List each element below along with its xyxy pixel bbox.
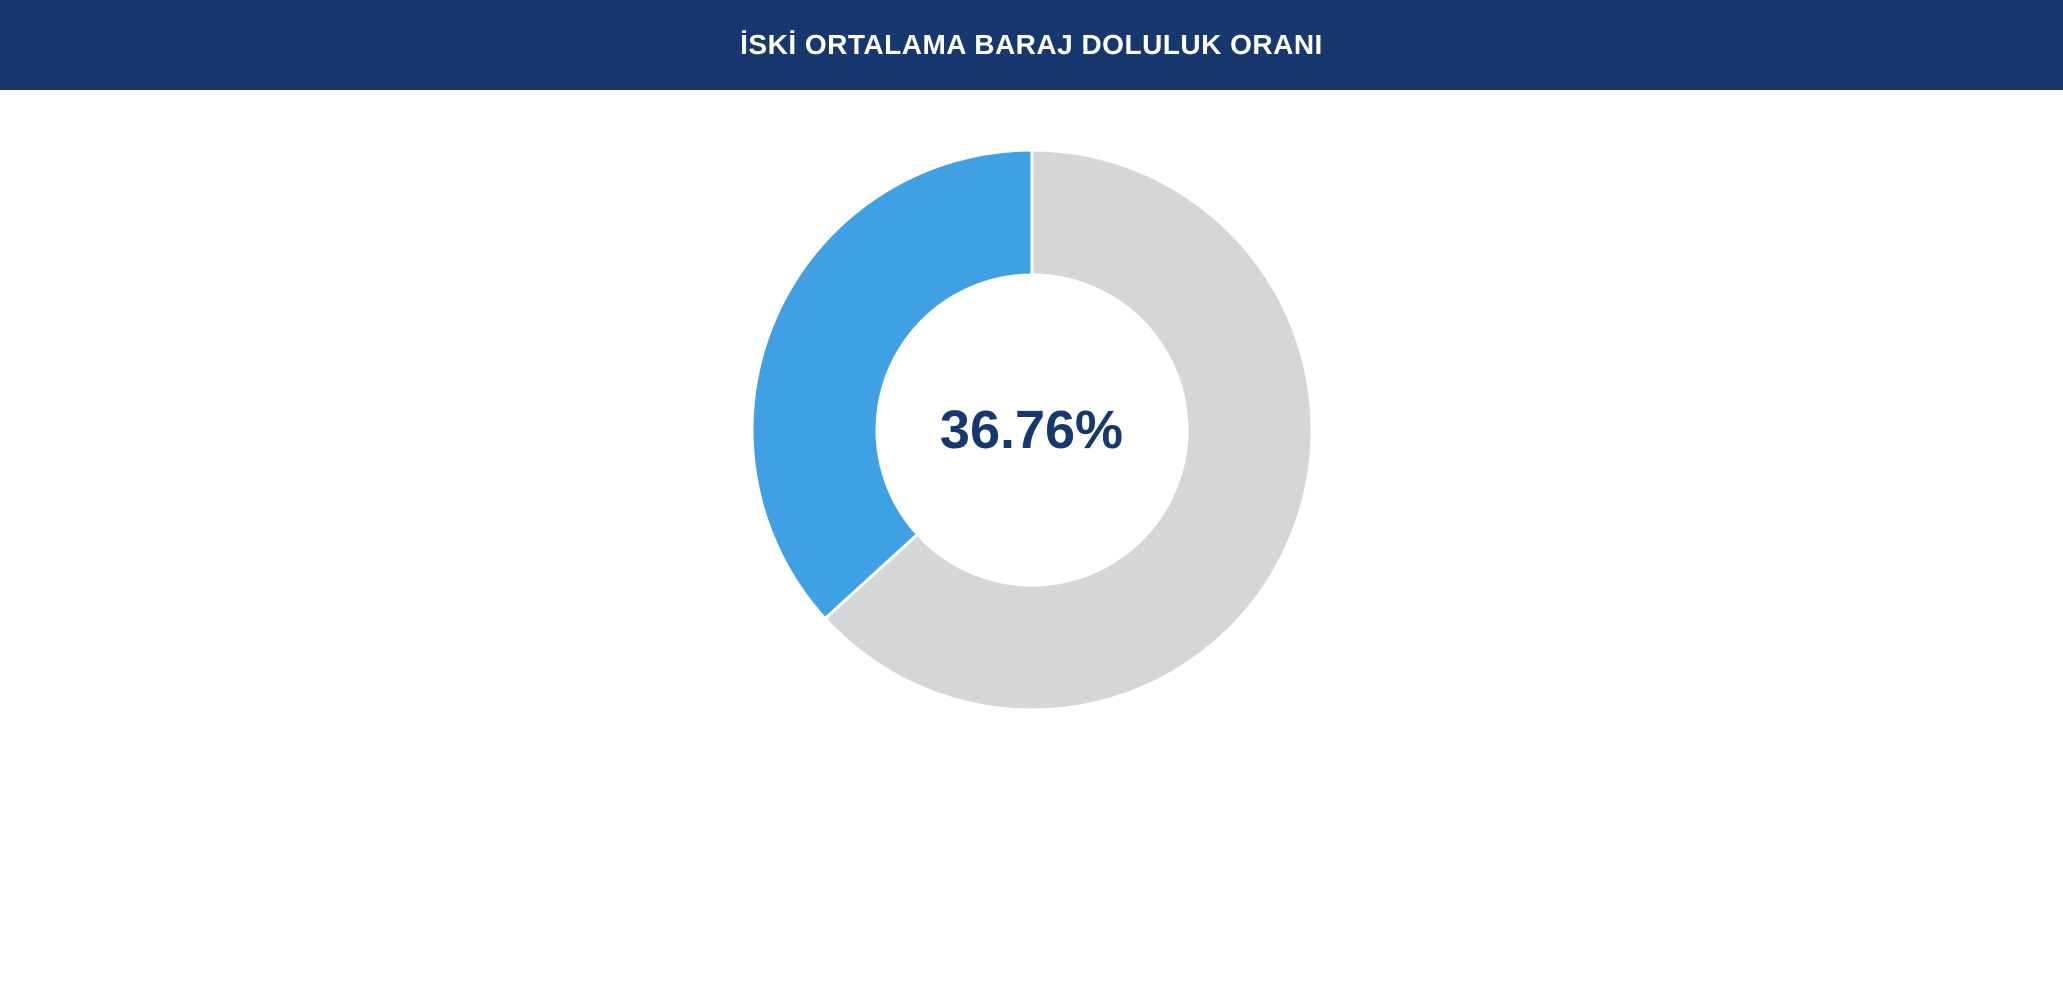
donut-center-label: 36.76% [940,399,1123,461]
page-title: İSKİ ORTALAMA BARAJ DOLULUK ORANI [740,29,1323,61]
donut-filled-slice [752,150,1032,619]
header-bar: İSKİ ORTALAMA BARAJ DOLULUK ORANI [0,0,2063,90]
donut-chart: 36.76% [752,150,1312,710]
chart-container: 36.76% [0,90,2063,710]
